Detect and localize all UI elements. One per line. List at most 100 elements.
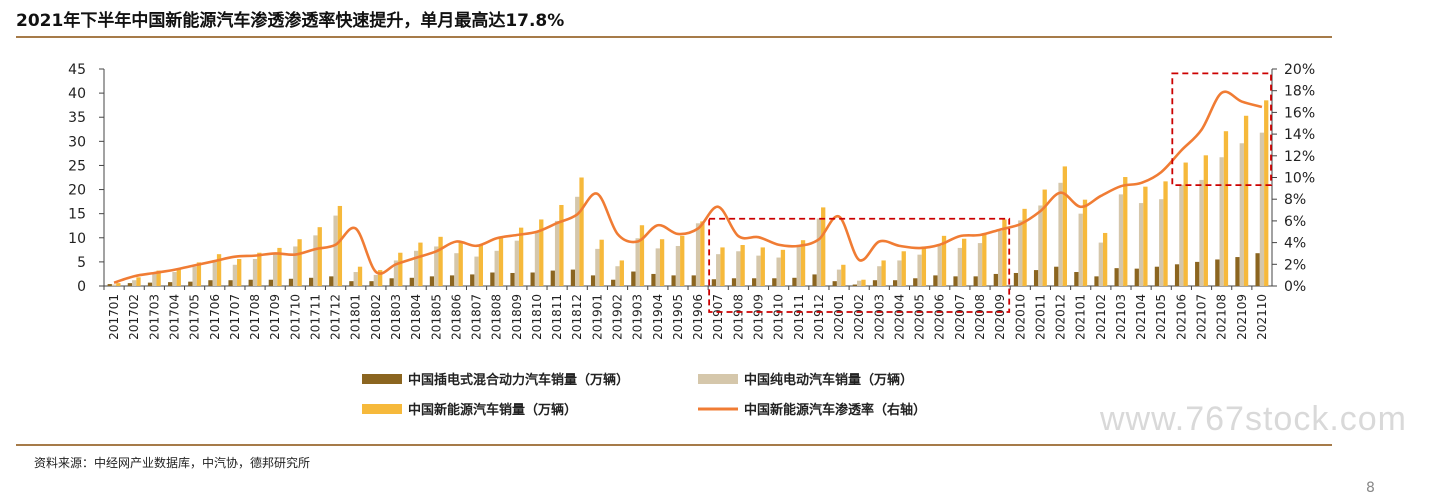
bar-phev	[852, 284, 858, 286]
bar-nev	[277, 247, 282, 286]
y-right-tick-label: 0%	[1284, 279, 1306, 295]
y-right-tick-label: 8%	[1284, 192, 1306, 208]
top-divider	[16, 36, 1332, 38]
bar-nev	[1123, 177, 1128, 286]
bar-bev	[1199, 179, 1204, 286]
bar-bev	[776, 257, 781, 286]
x-tick-label: 202107	[1195, 294, 1209, 340]
bar-phev	[812, 274, 817, 286]
bar-phev	[550, 270, 555, 286]
x-tick-label: 202004	[892, 294, 906, 340]
bar-phev	[510, 272, 515, 286]
bar-phev	[892, 280, 898, 286]
bar-bev	[857, 280, 862, 286]
bar-phev	[147, 282, 153, 286]
x-tick-label: 201710	[288, 294, 302, 340]
highlight-box	[708, 217, 1011, 313]
bar-bev	[816, 218, 822, 286]
y-left-tick-label: 35	[68, 110, 86, 126]
bar-bev	[1159, 199, 1164, 286]
bar-bev	[716, 254, 721, 286]
bar-phev	[188, 281, 193, 286]
bar-bev	[132, 280, 137, 286]
x-tick-label: 202002	[852, 294, 866, 340]
bar-bev	[1138, 203, 1144, 286]
x-tick-label: 202011	[1033, 294, 1047, 340]
bar-phev	[409, 277, 414, 286]
x-tick-label: 201702	[127, 294, 141, 340]
x-tick-label: 201902	[611, 294, 625, 340]
bar-bev	[695, 223, 701, 286]
bar-bev	[756, 255, 761, 286]
bar-nev	[760, 247, 765, 286]
x-tick-label: 202110	[1255, 294, 1269, 340]
x-tick-label: 201803	[389, 294, 403, 340]
bar-bev	[575, 196, 580, 286]
x-tick-label: 201811	[550, 294, 564, 340]
bar-bev	[1018, 220, 1023, 286]
bar-bev	[1219, 157, 1224, 286]
x-tick-label: 202008	[973, 294, 987, 340]
chart: 0 5 10 15 20 25 30 35 40 45 0% 2% 4% 6% 8% 10% 12% 14% 16%…	[68, 62, 1315, 418]
bar-phev	[832, 281, 837, 286]
x-tick-label: 201805	[429, 294, 443, 340]
x-tick-label: 201903	[631, 294, 645, 340]
x-tick-label: 202009	[993, 294, 1007, 340]
bar-nev	[398, 252, 403, 286]
bar-bev	[1098, 242, 1103, 286]
bar-phev	[1054, 266, 1059, 286]
legend-label: 中国插电式混合动力汽车销量（万辆）	[408, 372, 629, 388]
bar-bev	[977, 243, 983, 286]
highlight-box	[1171, 72, 1272, 186]
y-right-tick-label: 16%	[1284, 105, 1315, 121]
x-tick-label: 201709	[268, 294, 282, 340]
x-tick-label: 202105	[1154, 294, 1168, 340]
legend-label: 中国纯电动汽车销量（万辆）	[744, 372, 913, 388]
bar-nev	[1264, 100, 1269, 286]
bar-phev	[792, 277, 797, 286]
bar-bev	[937, 245, 942, 286]
bar-phev	[993, 273, 998, 286]
bar-nev	[599, 239, 604, 286]
bar-nev	[841, 264, 846, 286]
bar-bev	[1239, 143, 1244, 286]
bar-phev	[127, 283, 133, 286]
bar-bev	[534, 231, 540, 286]
x-tick-label: 202104	[1134, 294, 1148, 340]
x-tick-label: 202012	[1054, 294, 1068, 340]
bar-phev	[953, 276, 958, 286]
bar-phev	[1255, 253, 1260, 286]
bar-phev	[691, 275, 696, 286]
x-tick-label: 201905	[671, 294, 685, 340]
y-right-tick-label: 10%	[1284, 171, 1315, 187]
x-tick-label: 202109	[1235, 294, 1249, 340]
bar-phev	[711, 279, 717, 286]
x-tick-label: 202001	[832, 294, 846, 340]
bar-nev	[579, 177, 584, 286]
x-tick-label: 201708	[248, 294, 262, 340]
y-right-tick-label: 12%	[1284, 149, 1315, 165]
bar-nev	[659, 239, 665, 286]
bar-bev	[615, 266, 620, 286]
x-tick-label: 202108	[1215, 294, 1229, 340]
bar-nev	[720, 247, 725, 286]
bar-bev	[635, 238, 640, 286]
bar-bev	[172, 272, 177, 286]
bar-nev	[780, 249, 786, 286]
x-tick-label: 201807	[470, 294, 484, 340]
bar-bev	[192, 266, 197, 286]
y-left-tick-label: 25	[68, 158, 86, 174]
bar-bev	[393, 260, 399, 286]
page-number: 8	[1366, 480, 1375, 496]
bar-nev	[317, 227, 322, 286]
bar-phev	[611, 279, 616, 286]
bar-phev	[288, 278, 294, 286]
bottom-divider	[16, 444, 1332, 446]
legend-label: 中国新能源汽车销量（万辆）	[408, 402, 577, 418]
x-tick-label: 201704	[167, 294, 181, 340]
bar-nev	[619, 260, 624, 286]
y-right-tick-label: 6%	[1284, 214, 1306, 230]
y-left-tick-label: 40	[68, 86, 86, 102]
bar-nev	[1203, 155, 1208, 286]
bar-bev	[293, 246, 298, 286]
